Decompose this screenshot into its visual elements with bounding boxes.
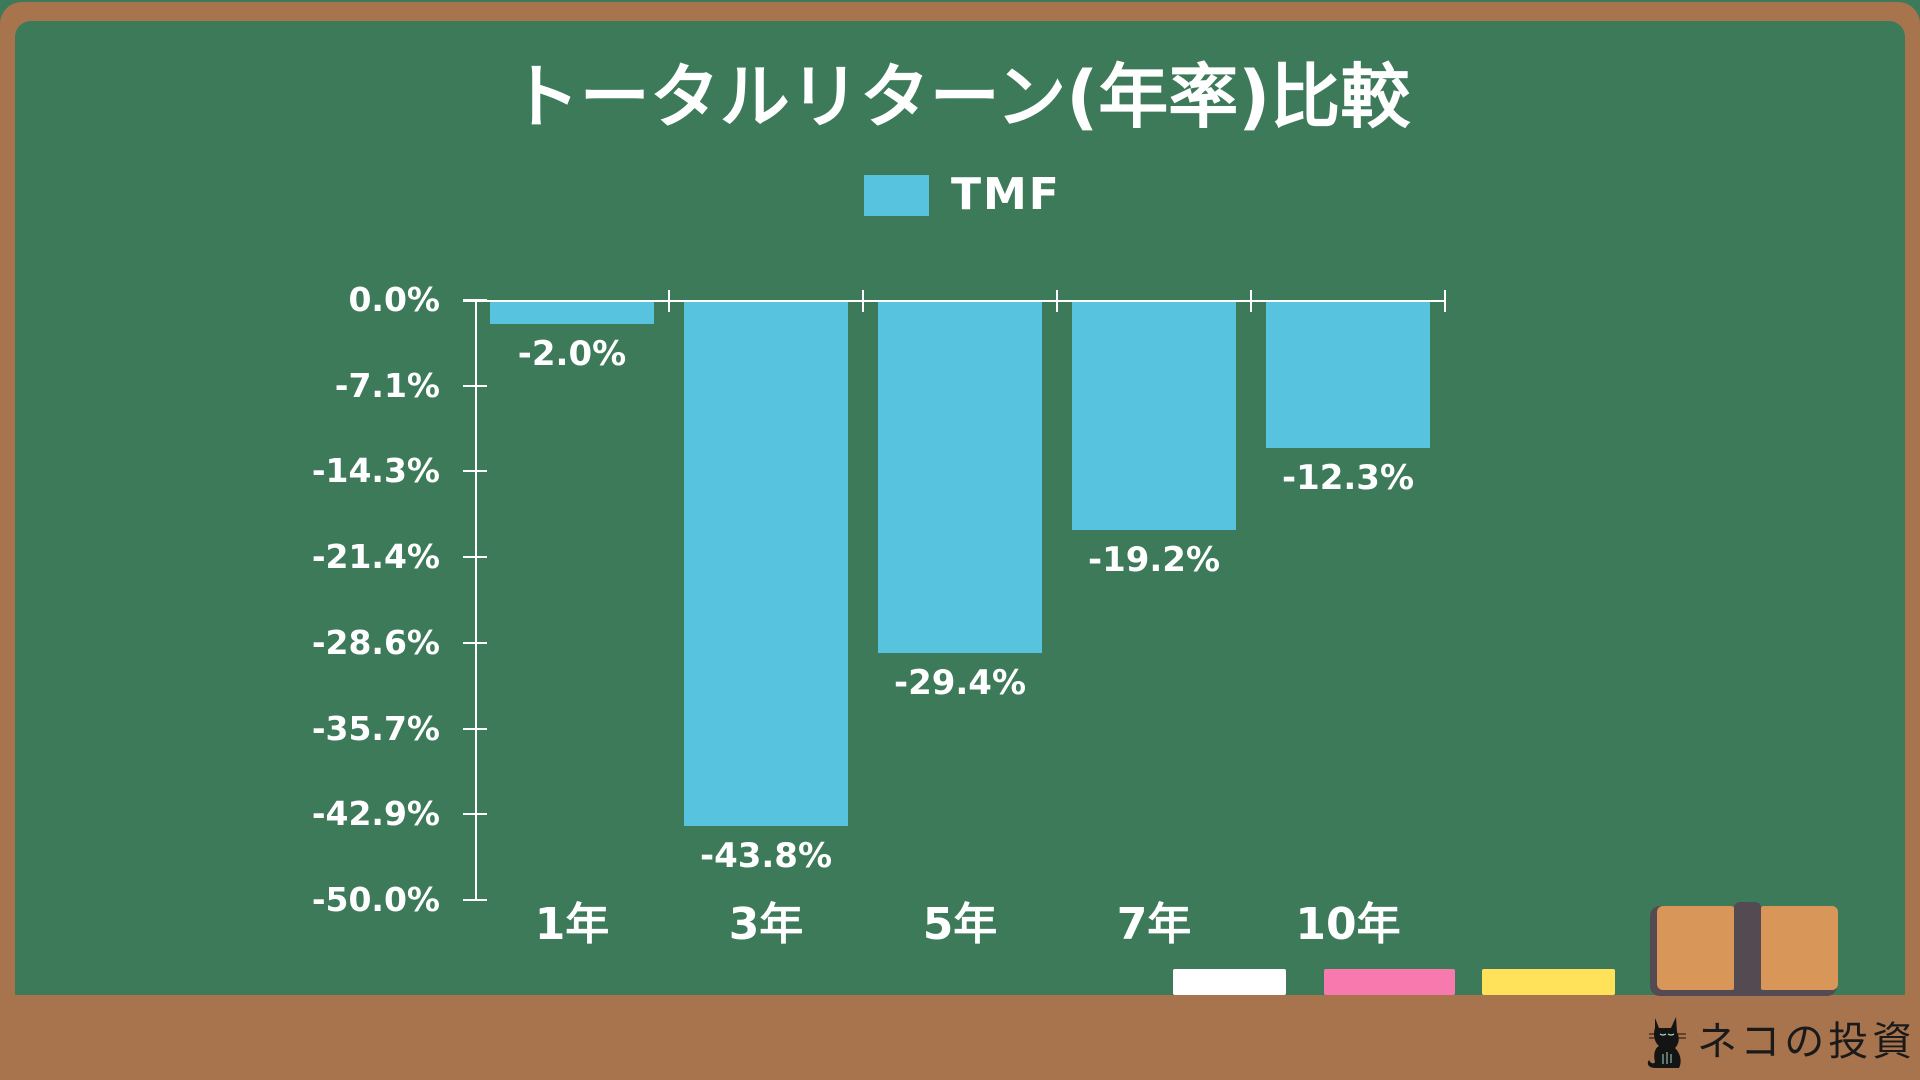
bar-3年 (684, 302, 848, 826)
x-category-label: 10年 (1295, 899, 1401, 950)
eraser-left (1657, 906, 1737, 990)
y-tick (463, 384, 487, 387)
chalk-white (1173, 969, 1286, 995)
y-tick (463, 299, 487, 301)
x-category-label: 3年 (728, 899, 804, 950)
cat-icon (1647, 1017, 1686, 1068)
bar-1年 (490, 302, 654, 324)
y-tick-label: -28.6% (311, 622, 440, 662)
legend: TMF (864, 172, 1061, 218)
x-tick (1250, 290, 1252, 312)
y-tick (463, 470, 487, 473)
bar-value-label: -43.8% (699, 835, 833, 876)
eraser-band (1734, 902, 1761, 995)
bar-value-label: -2.0% (517, 334, 627, 374)
y-axis-line (475, 300, 477, 900)
legend-label: TMF (951, 169, 1061, 220)
site-logo: ネコの投資 (1645, 1014, 1916, 1070)
x-tick (862, 290, 864, 312)
y-tick (463, 813, 487, 816)
y-tick (463, 556, 487, 559)
y-tick-label: -50.0% (311, 880, 440, 919)
bar-value-label: -12.3% (1281, 457, 1415, 498)
x-category-label: 5年 (922, 899, 998, 950)
y-tick-label: 0.0% (348, 280, 440, 319)
y-tick-label: -21.4% (311, 537, 440, 577)
bar-10年 (1266, 302, 1430, 448)
x-tick (1056, 290, 1058, 312)
bar-value-label: -29.4% (893, 662, 1027, 703)
x-category-label: 1年 (534, 899, 610, 950)
y-tick (463, 899, 487, 901)
logo-text: ネコの投資 (1697, 1019, 1917, 1065)
x-tick (668, 290, 670, 312)
chart-title: トータルリターン(年率)比較 (509, 56, 1411, 138)
x-axis-line (463, 300, 1445, 302)
x-tick (1444, 290, 1446, 312)
y-tick-label: -35.7% (311, 708, 440, 748)
y-tick-label: -42.9% (311, 794, 440, 834)
bar-7年 (1072, 302, 1236, 531)
chalk-yellow (1482, 969, 1615, 995)
y-tick-label: -7.1% (334, 365, 440, 405)
x-category-label: 7年 (1116, 899, 1192, 950)
eraser-right (1758, 906, 1838, 990)
legend-swatch (864, 174, 929, 216)
y-tick (463, 727, 487, 730)
bar-value-label: -19.2% (1087, 540, 1221, 581)
y-tick (463, 641, 487, 644)
bar-5年 (878, 302, 1042, 653)
y-tick-label: -14.3% (311, 451, 440, 491)
chalk-pink (1324, 969, 1455, 995)
